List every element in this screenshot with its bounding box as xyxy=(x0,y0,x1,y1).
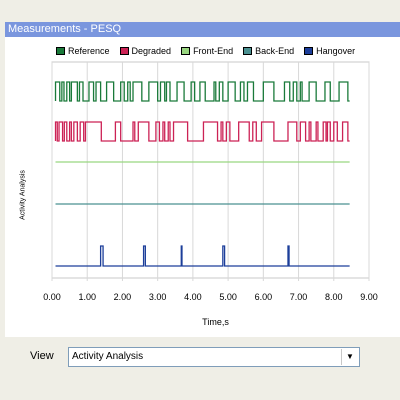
legend-swatch xyxy=(56,47,65,55)
legend-swatch xyxy=(304,47,314,55)
legend-label: Degraded xyxy=(131,46,172,56)
view-select-value: Activity Analysis xyxy=(72,351,144,362)
legend-label: Reference xyxy=(68,46,110,56)
x-tick-label: 0.00 xyxy=(43,292,61,302)
plot-area xyxy=(51,61,370,279)
chevron-down-icon[interactable]: ▼ xyxy=(341,349,358,365)
x-tick-label: 1.00 xyxy=(78,292,96,302)
legend-item-degraded: Degraded xyxy=(119,46,172,56)
legend-swatch xyxy=(243,47,253,55)
x-tick-label: 7.00 xyxy=(290,292,308,302)
chart-legend: Reference Degraded Front-End Back-End Hangov… xyxy=(56,44,355,58)
series-line-degraded xyxy=(54,121,350,142)
activity-chart: 0.00 1.00 2.00 3.00 4.00 5.00 6.00 7.00 8.00 9.00… xyxy=(43,61,378,327)
x-axis-label: Time,s xyxy=(202,317,229,327)
x-tick-label: 4.00 xyxy=(184,292,202,302)
legend-swatch xyxy=(181,47,191,55)
x-tick-label: 8.00 xyxy=(325,292,343,302)
view-label: View xyxy=(30,350,54,362)
legend-label: Front-End xyxy=(193,46,234,56)
x-tick-label: 9.00 xyxy=(360,292,378,302)
view-select[interactable]: Activity Analysis ▼ xyxy=(68,347,360,367)
x-tick-label: 6.00 xyxy=(255,292,273,302)
x-tick-label: 5.00 xyxy=(219,292,237,302)
legend-swatch xyxy=(119,47,129,55)
legend-label: Back-End xyxy=(255,46,295,56)
x-tick-label: 2.00 xyxy=(114,292,132,302)
x-tick-label: 3.00 xyxy=(149,292,167,302)
series-line-hangover xyxy=(55,245,350,267)
legend-item-reference: Reference xyxy=(56,46,110,56)
legend-item-front-end: Front-End xyxy=(181,46,233,56)
legend-item-hangover: Hangover xyxy=(304,46,355,56)
legend-item-back-end: Back-End xyxy=(243,46,294,56)
series-line-reference xyxy=(54,81,350,102)
window-title: Measurements - PESQ xyxy=(5,22,400,37)
legend-label: Hangover xyxy=(316,46,356,56)
